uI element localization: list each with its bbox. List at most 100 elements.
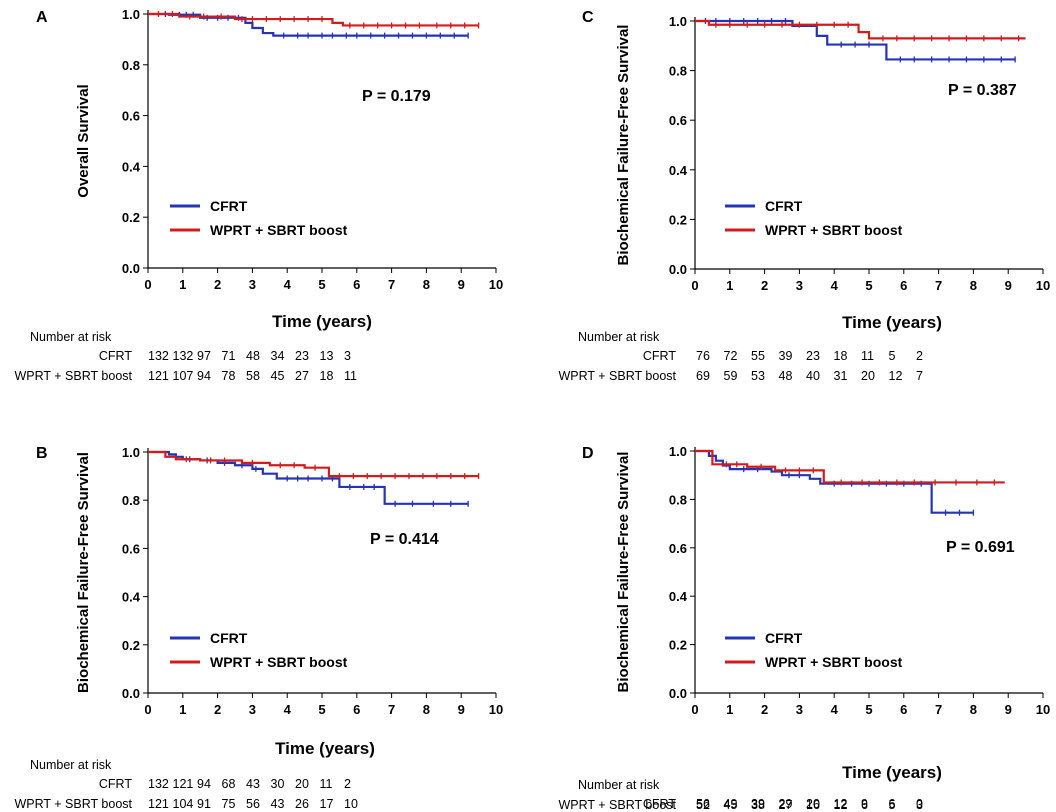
risk-count: 72 bbox=[724, 349, 738, 363]
risk-count: 20 bbox=[861, 369, 875, 383]
risk-count: 97 bbox=[197, 349, 211, 363]
risk-count: 0 bbox=[916, 797, 923, 811]
risk-count: 20 bbox=[295, 777, 309, 791]
risk-count: 26 bbox=[295, 797, 309, 811]
legend-label-cfrt: CFRT bbox=[765, 630, 803, 646]
risk-count: 132 bbox=[173, 349, 194, 363]
risk-row-name: CFRT bbox=[99, 349, 132, 363]
p-value: P = 0.387 bbox=[948, 82, 1017, 99]
y-tick-label: 0.8 bbox=[669, 64, 687, 79]
y-tick-label: 0.2 bbox=[669, 638, 687, 653]
x-tick-label: 2 bbox=[761, 278, 768, 293]
p-value: P = 0.179 bbox=[362, 88, 431, 105]
y-tick-label: 1.0 bbox=[122, 445, 140, 460]
risk-count: 38 bbox=[751, 798, 765, 812]
risk-count: 75 bbox=[222, 797, 236, 811]
x-tick-label: 3 bbox=[796, 278, 803, 293]
x-tick-label: 1 bbox=[726, 278, 733, 293]
x-tick-label: 9 bbox=[1005, 702, 1012, 717]
x-tick-label: 2 bbox=[761, 702, 768, 717]
number-at-risk-label: Number at risk bbox=[30, 330, 112, 344]
risk-count: 11 bbox=[344, 369, 357, 383]
y-tick-label: 0.8 bbox=[669, 492, 687, 507]
y-tick-label: 1.0 bbox=[669, 444, 687, 459]
y-tick-label: 0.2 bbox=[669, 212, 687, 227]
risk-count: 40 bbox=[806, 369, 820, 383]
x-tick-label: 5 bbox=[318, 702, 325, 717]
panel-letter: D bbox=[582, 445, 594, 462]
x-tick-label: 9 bbox=[1005, 278, 1012, 293]
risk-count: 12 bbox=[834, 797, 848, 811]
risk-count: 56 bbox=[696, 797, 710, 811]
risk-count: 121 bbox=[148, 369, 169, 383]
number-at-risk-label: Number at risk bbox=[578, 330, 660, 344]
risk-count: 2 bbox=[916, 349, 923, 363]
risk-row-name: CFRT bbox=[99, 777, 132, 791]
risk-count: 45 bbox=[724, 798, 738, 812]
panel-d: D0 1 2 3 4 5 6 7 8 9 100.00.20.40.60.81.0Biochemic… bbox=[558, 444, 1050, 812]
x-tick-label: 9 bbox=[458, 277, 465, 292]
risk-count: 69 bbox=[696, 369, 710, 383]
x-tick-label: 1 bbox=[179, 702, 186, 717]
y-tick-label: 0.0 bbox=[669, 262, 687, 277]
legend-label-cfrt: CFRT bbox=[765, 198, 803, 214]
x-tick-label: 4 bbox=[284, 277, 292, 292]
risk-count: 68 bbox=[222, 777, 236, 791]
x-tick-label: 3 bbox=[249, 702, 256, 717]
risk-count: 71 bbox=[222, 349, 236, 363]
x-tick-label: 10 bbox=[1036, 278, 1050, 293]
y-tick-label: 1.0 bbox=[669, 14, 687, 29]
risk-count: 55 bbox=[751, 349, 765, 363]
y-axis-label: Biochemical Failure-Free Survival bbox=[75, 452, 92, 693]
risk-row-name: WPRT + SBRT boost bbox=[14, 369, 132, 383]
x-tick-label: 3 bbox=[796, 702, 803, 717]
number-at-risk-label: Number at risk bbox=[578, 778, 660, 792]
x-tick-label: 5 bbox=[318, 277, 325, 292]
risk-count: 3 bbox=[344, 349, 351, 363]
risk-row-name: WPRT + SBRT boost bbox=[558, 369, 676, 383]
risk-count: 6 bbox=[861, 798, 868, 812]
x-tick-label: 0 bbox=[691, 278, 698, 293]
x-tick-label: 8 bbox=[970, 702, 977, 717]
risk-count: 3 bbox=[916, 798, 923, 812]
y-tick-label: 0.2 bbox=[122, 210, 140, 225]
y-axis-label: Overall Survival bbox=[75, 84, 92, 197]
x-tick-label: 9 bbox=[458, 702, 465, 717]
y-tick-label: 0.4 bbox=[669, 163, 688, 178]
panel-letter: A bbox=[36, 9, 48, 26]
x-tick-label: 7 bbox=[388, 702, 395, 717]
x-tick-label: 4 bbox=[831, 702, 839, 717]
x-tick-label: 5 bbox=[865, 702, 872, 717]
risk-count: 91 bbox=[197, 797, 211, 811]
risk-count: 104 bbox=[173, 797, 194, 811]
series-line-cfrt bbox=[695, 449, 974, 514]
x-tick-label: 8 bbox=[423, 702, 430, 717]
y-tick-label: 0.4 bbox=[669, 589, 688, 604]
risk-count: 53 bbox=[751, 369, 765, 383]
risk-count: 16 bbox=[806, 798, 820, 812]
panel-c: C0 1 2 3 4 5 6 7 8 9 100.00.20.40.60.81.0Biochemic… bbox=[558, 9, 1050, 383]
panel-b: B0 1 2 3 4 5 6 7 8 9 100.00.20.40.60.81.0Biochemic… bbox=[14, 445, 503, 811]
x-tick-label: 0 bbox=[144, 277, 151, 292]
y-tick-label: 0.6 bbox=[122, 109, 140, 124]
risk-count: 45 bbox=[271, 369, 285, 383]
series-line-wprt-sbrt bbox=[695, 449, 1005, 484]
series-line-wprt-sbrt bbox=[148, 12, 479, 27]
y-tick-label: 0.2 bbox=[122, 638, 140, 653]
p-value: P = 0.691 bbox=[946, 539, 1015, 556]
risk-count: 76 bbox=[696, 349, 710, 363]
number-at-risk-label: Number at risk bbox=[30, 758, 112, 772]
risk-count: 2 bbox=[344, 777, 351, 791]
risk-count: 48 bbox=[779, 369, 793, 383]
x-tick-label: 5 bbox=[865, 278, 872, 293]
risk-count: 23 bbox=[806, 349, 820, 363]
y-tick-label: 0.6 bbox=[122, 541, 140, 556]
x-tick-label: 6 bbox=[353, 702, 360, 717]
risk-count: 12 bbox=[834, 798, 848, 812]
risk-row-name: WPRT + SBRT boost bbox=[14, 797, 132, 811]
x-tick-label: 10 bbox=[1036, 702, 1050, 717]
x-tick-label: 7 bbox=[388, 277, 395, 292]
y-axis-label: Biochemical Failure-Free Survival bbox=[615, 452, 632, 693]
risk-count: 31 bbox=[834, 369, 848, 383]
risk-count: 7 bbox=[916, 369, 923, 383]
